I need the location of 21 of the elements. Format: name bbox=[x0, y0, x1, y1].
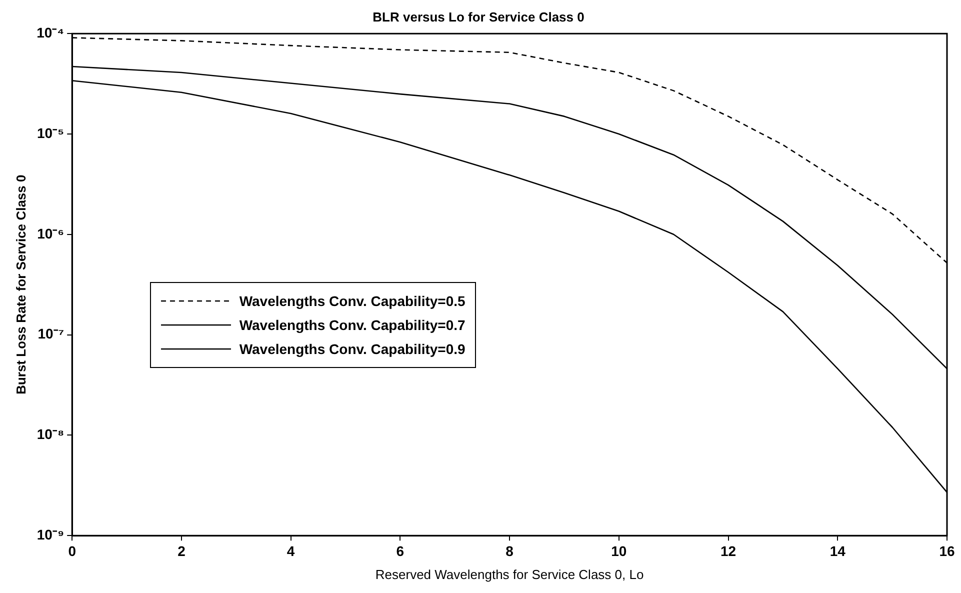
y-tick-label: 10⁻⁸ bbox=[36, 426, 64, 442]
y-tick-label: 10⁻⁹ bbox=[36, 526, 64, 542]
legend-label: Wavelengths Conv. Capability=0.7 bbox=[239, 316, 466, 333]
x-tick-label: 4 bbox=[286, 542, 295, 559]
y-tick-label: 10⁻⁶ bbox=[37, 225, 64, 242]
chart-title: BLR versus Lo for Service Class 0 bbox=[372, 9, 584, 24]
x-axis-title: Reserved Wavelengths for Service Class 0, Lo bbox=[375, 566, 644, 582]
legend-label: Wavelengths Conv. Capability=0.9 bbox=[239, 340, 466, 357]
y-tick-label: 10⁻⁷ bbox=[38, 326, 64, 342]
x-tick-label: 8 bbox=[506, 542, 514, 559]
legend-label: Wavelengths Conv. Capability=0.5 bbox=[239, 292, 466, 309]
x-tick-label: 12 bbox=[720, 542, 736, 559]
x-tick-label: 6 bbox=[396, 542, 404, 559]
y-axis-title: Burst Loss Rate for Service Class 0 bbox=[13, 174, 28, 394]
y-tick-label: 10⁻⁴ bbox=[36, 24, 64, 40]
x-tick-label: 14 bbox=[830, 542, 846, 559]
x-tick-label: 10 bbox=[611, 542, 627, 559]
y-tick-label: 10⁻⁵ bbox=[36, 124, 64, 141]
x-tick-label: 0 bbox=[68, 542, 76, 559]
x-tick-label: 2 bbox=[178, 542, 186, 559]
x-tick-label: 16 bbox=[939, 542, 955, 559]
